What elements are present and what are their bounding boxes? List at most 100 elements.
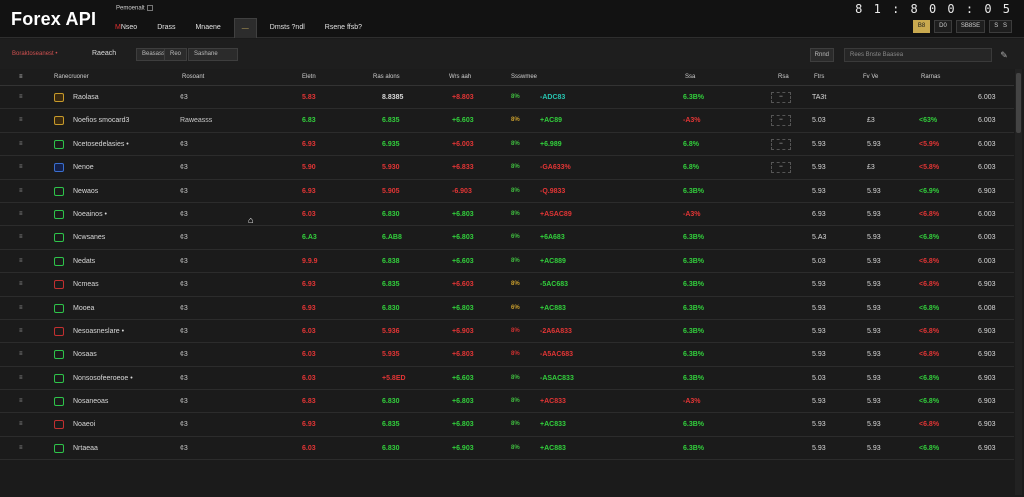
- trend-value: +AC89: [540, 117, 562, 125]
- volume-value: <63%: [919, 117, 938, 125]
- header-name[interactable]: Ranecruoner: [54, 74, 89, 80]
- currency-flag-icon: [54, 397, 64, 407]
- table-row[interactable]: ≡ Mooea ¢3 6.93 6.830 +6.803 6% +AC883 6.3B% 5.93…: [0, 297, 1014, 320]
- table-row[interactable]: ≡ Nosaas ¢3 6.03 5.935 +6.803 8% -A5AC683 6.3B% 5…: [0, 343, 1014, 367]
- row-menu-icon[interactable]: ≡: [19, 210, 23, 217]
- row-menu-icon[interactable]: ≡: [19, 234, 23, 241]
- instrument-name: Nosaneoas: [73, 398, 109, 406]
- bid-value: 6.93: [302, 187, 316, 195]
- last-percent: 6.3B%: [683, 304, 705, 312]
- high-value: 5.93: [867, 187, 881, 195]
- tab-mnaene[interactable]: Mnaene: [195, 24, 221, 31]
- volume-value: <6.8%: [919, 327, 940, 335]
- table-row[interactable]: ≡ Ncwsanes ¢3 6.A3 6.AB8 +6.803 6% +6A683 6.3B% 5…: [0, 226, 1014, 250]
- top-button-b8[interactable]: B8: [912, 20, 931, 33]
- change-value: +6.803: [452, 398, 474, 406]
- table-row[interactable]: ≡ Nesoasneslare • ¢3 6.03 5.936 +6.903 8% -2A6A…: [0, 320, 1014, 344]
- search-input[interactable]: Rees Bnste Baasea: [844, 48, 992, 62]
- header-last[interactable]: Ssa: [685, 74, 696, 80]
- header-low[interactable]: Ftrs: [814, 74, 825, 80]
- instrument-name: Mooea: [73, 304, 95, 312]
- instrument-name: Nosaas: [73, 351, 97, 359]
- low-value: 5.03: [812, 257, 826, 265]
- row-menu-icon[interactable]: ≡: [19, 281, 23, 288]
- last-percent: 6.3B%: [683, 421, 705, 429]
- row-menu-icon[interactable]: ≡: [19, 398, 23, 405]
- table-row[interactable]: ≡ Ncmeas ¢3 6.93 6.835 +6.603 8% -5AC683 6.3B% 5.…: [0, 273, 1014, 297]
- high-value: 5.93: [867, 398, 881, 406]
- tab-dmsts[interactable]: Dmsts ?ndl: [269, 24, 305, 31]
- row-menu-icon[interactable]: ≡: [19, 351, 23, 358]
- tab-drass[interactable]: Drass: [157, 24, 176, 31]
- top-button-ss[interactable]: SS: [989, 20, 1012, 33]
- header-bid[interactable]: Eletn: [302, 74, 316, 80]
- instrument-name: Ncetosedelasies •: [73, 140, 129, 148]
- row-menu-icon[interactable]: ≡: [19, 374, 23, 381]
- last-percent: 6.3B%: [683, 257, 705, 265]
- row-menu-icon[interactable]: ≡: [19, 327, 23, 334]
- price-value: 6.903: [978, 351, 996, 359]
- row-menu-icon[interactable]: ≡: [19, 304, 23, 311]
- vertical-scrollbar[interactable]: [1015, 69, 1022, 495]
- row-menu-icon[interactable]: ≡: [19, 421, 23, 428]
- trend-value: -A5AC683: [540, 351, 574, 359]
- change-value: +8.803: [452, 94, 474, 101]
- table-row[interactable]: ≡ Noaeoi ¢3 6.93 6.835 +6.803 8% +AC833 6.3B% 5.9…: [0, 413, 1014, 437]
- table-row[interactable]: ≡ Nrtaeaa ¢3 6.03 6.830 +6.903 8% +AC883 6.3B% 5.…: [0, 437, 1014, 461]
- instrument-name: Nedats: [73, 257, 96, 265]
- change-percent: 8%: [511, 398, 520, 405]
- table-row[interactable]: ≡ Ncetosedelasies • ¢3 6.93 6.935 +6.003 8% +6.…: [0, 133, 1014, 157]
- row-menu-icon[interactable]: ≡: [19, 94, 23, 100]
- volume-value: <6.8%: [919, 351, 940, 359]
- header-change[interactable]: Wrs aah: [449, 74, 472, 80]
- price-value: 6.903: [978, 187, 996, 195]
- ask-value: 6.835: [382, 281, 400, 289]
- header-type[interactable]: Rosoant: [182, 74, 205, 80]
- filter-label[interactable]: Boraktoseanest •: [12, 51, 58, 57]
- table-row[interactable]: ≡ Nedats ¢3 9.9.9 6.838 +6.603 8% +AC889 6.3B% 5.…: [0, 250, 1014, 274]
- table-row[interactable]: ≡ Nenoe ¢3 5.90 5.930 +6.833 8% -GA633% 6.8% 5.93…: [0, 156, 1014, 180]
- tab-rsene[interactable]: Rsene ffsb?: [324, 24, 363, 31]
- instrument-name: Noaeoi: [73, 421, 96, 429]
- toolbar-button-2[interactable]: Reo: [164, 48, 188, 61]
- table-row[interactable]: ≡ Nonsosofeeroeoe • ¢3 6.03 +5.8ED +6.603 8% -A…: [0, 367, 1014, 391]
- instrument-type: ¢3: [180, 140, 188, 148]
- row-menu-icon[interactable]: ≡: [19, 257, 23, 264]
- top-button-d0[interactable]: D0: [934, 20, 952, 33]
- tab-active[interactable]: —: [233, 18, 257, 38]
- header-spread[interactable]: Rsa: [778, 74, 789, 80]
- high-value: £3: [867, 117, 875, 125]
- header-high[interactable]: Fv Ve: [863, 74, 879, 80]
- table-row[interactable]: ≡ Raolasa ¢3 5.83 8.8385 +8.803 8% -ADC83 6.3B% T…: [0, 86, 1014, 110]
- tab-markets[interactable]: MNseo: [108, 18, 144, 38]
- pencil-icon[interactable]: ✎: [1000, 50, 1008, 60]
- row-menu-icon[interactable]: ≡: [19, 117, 23, 124]
- high-value: 5.93: [867, 374, 881, 382]
- volume-value: <6.8%: [919, 421, 940, 429]
- ask-value: 5.935: [382, 351, 400, 359]
- header-menu-icon[interactable]: ≡: [19, 74, 23, 80]
- scroll-thumb[interactable]: [1016, 73, 1021, 133]
- ask-value: 6.830: [382, 210, 400, 218]
- change-percent: 6%: [511, 304, 520, 311]
- mouse-cursor-icon: ⌂: [248, 215, 254, 225]
- currency-flag-icon: [54, 280, 64, 290]
- top-button-sbse[interactable]: SB8SE: [955, 20, 986, 33]
- table-row[interactable]: ≡ Nosaneoas ¢3 6.83 6.830 +6.803 8% +AC833 -A3% 5…: [0, 390, 1014, 414]
- table-row[interactable]: ≡ Noeainos • ¢3 6.03 6.830 +6.803 8% +ASAC89 -A3…: [0, 203, 1014, 227]
- toolbar-button-3[interactable]: Sashane: [188, 48, 238, 61]
- header-chart[interactable]: Ssswmee: [511, 74, 538, 80]
- instrument-type: Raweasss: [180, 117, 213, 125]
- header-volume[interactable]: Rarnas: [921, 74, 941, 80]
- row-menu-icon[interactable]: ≡: [19, 164, 23, 171]
- row-menu-icon[interactable]: ≡: [19, 444, 23, 451]
- header-ask[interactable]: Ras alons: [373, 74, 400, 80]
- checkbox-icon[interactable]: [146, 5, 153, 11]
- row-menu-icon[interactable]: ≡: [19, 140, 23, 147]
- table-row[interactable]: ≡ Newaos ¢3 6.93 5.905 -6.903 8% -Q.9833 6.3B% 5.…: [0, 180, 1014, 203]
- row-menu-icon[interactable]: ≡: [19, 187, 23, 194]
- instrument-type: ¢3: [180, 421, 188, 429]
- table-row[interactable]: ≡ Noefios smocard3 Raweasss 6.83 6.835 +6.603…: [0, 109, 1014, 133]
- ask-value: +5.8ED: [382, 374, 406, 382]
- search-button[interactable]: Rnnd: [809, 48, 834, 62]
